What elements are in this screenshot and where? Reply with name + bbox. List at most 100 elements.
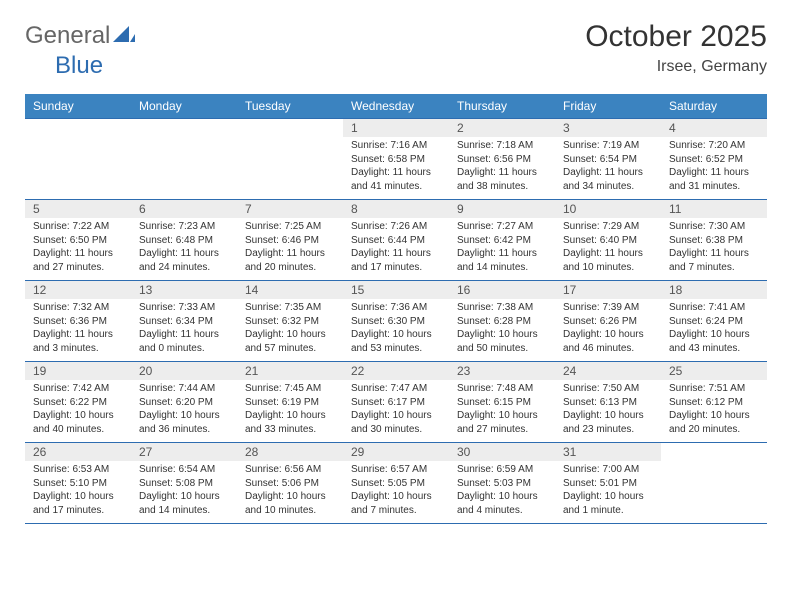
daylight-text: Daylight: 11 hours and 27 minutes. [33,247,123,274]
sunset-text: Sunset: 5:10 PM [33,477,123,491]
sunrise-text: Sunrise: 6:53 AM [33,463,123,477]
info-row: Sunrise: 7:16 AMSunset: 6:58 PMDaylight:… [25,137,767,200]
daynum-row: 19202122232425 [25,362,767,381]
weekday-header: Friday [555,94,661,119]
day-number-cell: 1 [343,119,449,138]
day-info-cell: Sunrise: 7:27 AMSunset: 6:42 PMDaylight:… [449,218,555,281]
day-number-cell: 27 [131,443,237,462]
sunset-text: Sunset: 6:44 PM [351,234,441,248]
day-info-cell: Sunrise: 7:50 AMSunset: 6:13 PMDaylight:… [555,380,661,443]
daynum-row: 1234 [25,119,767,138]
sunrise-text: Sunrise: 7:33 AM [139,301,229,315]
day-info-cell: Sunrise: 7:33 AMSunset: 6:34 PMDaylight:… [131,299,237,362]
daylight-text: Daylight: 11 hours and 38 minutes. [457,166,547,193]
sunrise-text: Sunrise: 7:30 AM [669,220,759,234]
day-number-cell: 21 [237,362,343,381]
day-info-cell: Sunrise: 6:59 AMSunset: 5:03 PMDaylight:… [449,461,555,524]
sunset-text: Sunset: 6:22 PM [33,396,123,410]
sunset-text: Sunset: 6:36 PM [33,315,123,329]
sunset-text: Sunset: 6:42 PM [457,234,547,248]
daylight-text: Daylight: 11 hours and 7 minutes. [669,247,759,274]
sunrise-text: Sunrise: 7:00 AM [563,463,653,477]
day-info-cell: Sunrise: 7:45 AMSunset: 6:19 PMDaylight:… [237,380,343,443]
sunset-text: Sunset: 6:17 PM [351,396,441,410]
sunrise-text: Sunrise: 7:48 AM [457,382,547,396]
sunset-text: Sunset: 6:52 PM [669,153,759,167]
sunset-text: Sunset: 6:15 PM [457,396,547,410]
sunset-text: Sunset: 6:20 PM [139,396,229,410]
sunrise-text: Sunrise: 7:23 AM [139,220,229,234]
day-info-cell: Sunrise: 7:36 AMSunset: 6:30 PMDaylight:… [343,299,449,362]
daylight-text: Daylight: 10 hours and 40 minutes. [33,409,123,436]
day-info-cell [661,461,767,524]
day-number-cell [25,119,131,138]
day-number-cell: 26 [25,443,131,462]
daylight-text: Daylight: 10 hours and 57 minutes. [245,328,335,355]
daylight-text: Daylight: 10 hours and 33 minutes. [245,409,335,436]
sunrise-text: Sunrise: 7:20 AM [669,139,759,153]
weekday-header-row: Sunday Monday Tuesday Wednesday Thursday… [25,94,767,119]
sunrise-text: Sunrise: 7:50 AM [563,382,653,396]
sunrise-text: Sunrise: 7:26 AM [351,220,441,234]
day-number-cell: 30 [449,443,555,462]
daynum-row: 262728293031 [25,443,767,462]
day-number-cell: 19 [25,362,131,381]
day-number-cell: 8 [343,200,449,219]
day-number-cell: 31 [555,443,661,462]
daylight-text: Daylight: 11 hours and 20 minutes. [245,247,335,274]
sunset-text: Sunset: 6:40 PM [563,234,653,248]
day-number-cell: 23 [449,362,555,381]
sunset-text: Sunset: 6:56 PM [457,153,547,167]
month-title: October 2025 [585,20,767,54]
day-number-cell: 2 [449,119,555,138]
day-number-cell [661,443,767,462]
sunset-text: Sunset: 5:06 PM [245,477,335,491]
day-number-cell: 4 [661,119,767,138]
day-number-cell: 28 [237,443,343,462]
daylight-text: Daylight: 10 hours and 50 minutes. [457,328,547,355]
daylight-text: Daylight: 11 hours and 14 minutes. [457,247,547,274]
day-number-cell: 24 [555,362,661,381]
calendar-table: Sunday Monday Tuesday Wednesday Thursday… [25,94,767,524]
logo-text-general: General [25,22,110,50]
day-number-cell [131,119,237,138]
sunrise-text: Sunrise: 7:35 AM [245,301,335,315]
sunset-text: Sunset: 5:03 PM [457,477,547,491]
day-number-cell: 11 [661,200,767,219]
sunrise-text: Sunrise: 7:41 AM [669,301,759,315]
day-number-cell: 13 [131,281,237,300]
sunrise-text: Sunrise: 7:27 AM [457,220,547,234]
daylight-text: Daylight: 10 hours and 30 minutes. [351,409,441,436]
daylight-text: Daylight: 10 hours and 27 minutes. [457,409,547,436]
sunset-text: Sunset: 6:24 PM [669,315,759,329]
day-number-cell: 16 [449,281,555,300]
info-row: Sunrise: 7:32 AMSunset: 6:36 PMDaylight:… [25,299,767,362]
daylight-text: Daylight: 11 hours and 17 minutes. [351,247,441,274]
day-info-cell: Sunrise: 7:19 AMSunset: 6:54 PMDaylight:… [555,137,661,200]
weekday-header: Tuesday [237,94,343,119]
sunset-text: Sunset: 6:13 PM [563,396,653,410]
day-info-cell: Sunrise: 7:48 AMSunset: 6:15 PMDaylight:… [449,380,555,443]
daylight-text: Daylight: 10 hours and 10 minutes. [245,490,335,517]
sunrise-text: Sunrise: 7:44 AM [139,382,229,396]
day-number-cell: 14 [237,281,343,300]
day-number-cell: 3 [555,119,661,138]
info-row: Sunrise: 7:42 AMSunset: 6:22 PMDaylight:… [25,380,767,443]
weekday-header: Saturday [661,94,767,119]
day-number-cell: 7 [237,200,343,219]
day-info-cell: Sunrise: 7:39 AMSunset: 6:26 PMDaylight:… [555,299,661,362]
logo: General [25,20,138,51]
sunrise-text: Sunrise: 7:36 AM [351,301,441,315]
info-row: Sunrise: 7:22 AMSunset: 6:50 PMDaylight:… [25,218,767,281]
day-info-cell: Sunrise: 7:30 AMSunset: 6:38 PMDaylight:… [661,218,767,281]
sunset-text: Sunset: 6:19 PM [245,396,335,410]
daylight-text: Daylight: 10 hours and 4 minutes. [457,490,547,517]
daylight-text: Daylight: 11 hours and 31 minutes. [669,166,759,193]
weekday-header: Sunday [25,94,131,119]
day-info-cell: Sunrise: 7:25 AMSunset: 6:46 PMDaylight:… [237,218,343,281]
daynum-row: 12131415161718 [25,281,767,300]
day-number-cell [237,119,343,138]
day-number-cell: 10 [555,200,661,219]
info-row: Sunrise: 6:53 AMSunset: 5:10 PM Daylight:… [25,461,767,524]
day-info-cell: Sunrise: 6:57 AMSunset: 5:05 PMDaylight:… [343,461,449,524]
